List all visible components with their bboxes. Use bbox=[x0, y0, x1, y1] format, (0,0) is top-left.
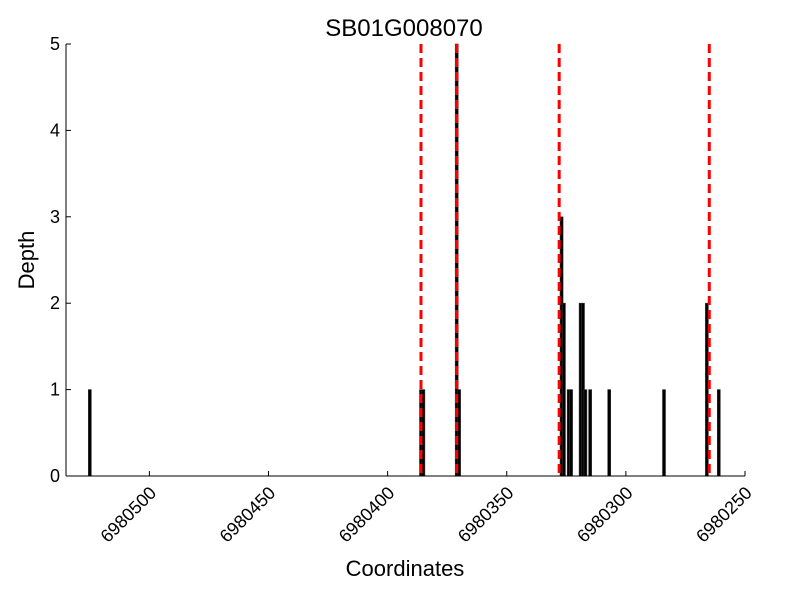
x-tick-label-5: 6980250 bbox=[692, 483, 756, 547]
y-tick-label-1: 1 bbox=[50, 380, 60, 400]
y-tick-label-4: 4 bbox=[50, 120, 60, 140]
bar-13 bbox=[607, 389, 612, 477]
bar-series bbox=[88, 43, 721, 477]
y-axis-label: Depth bbox=[14, 231, 39, 290]
y-axis-ticks: 0 1 2 3 4 5 bbox=[50, 34, 71, 486]
bar-8 bbox=[569, 389, 573, 477]
x-tick-label-2: 6980400 bbox=[335, 483, 399, 547]
bar-16 bbox=[716, 389, 721, 477]
y-tick-label-0: 0 bbox=[50, 466, 60, 486]
x-tick-label-4: 6980300 bbox=[573, 483, 637, 547]
y-tick-label-3: 3 bbox=[50, 207, 60, 227]
bar-11 bbox=[583, 389, 588, 477]
x-tick-label-0: 6980500 bbox=[97, 483, 161, 547]
x-tick-label-1: 6980450 bbox=[216, 483, 280, 547]
bar-14 bbox=[662, 389, 666, 477]
y-tick-label-5: 5 bbox=[50, 34, 60, 54]
bar-6 bbox=[562, 302, 566, 477]
bar-12 bbox=[588, 389, 592, 477]
marker-lines bbox=[419, 44, 711, 476]
x-axis-label: Coordinates bbox=[346, 556, 465, 581]
x-axis-ticks: 6980500 6980450 6980400 6980350 6980300 69802… bbox=[97, 471, 756, 546]
chart-title: SB01G008070 bbox=[325, 15, 482, 42]
x-tick-label-3: 6980350 bbox=[454, 483, 518, 547]
y-tick-label-2: 2 bbox=[50, 293, 60, 313]
bar-0 bbox=[88, 389, 92, 477]
